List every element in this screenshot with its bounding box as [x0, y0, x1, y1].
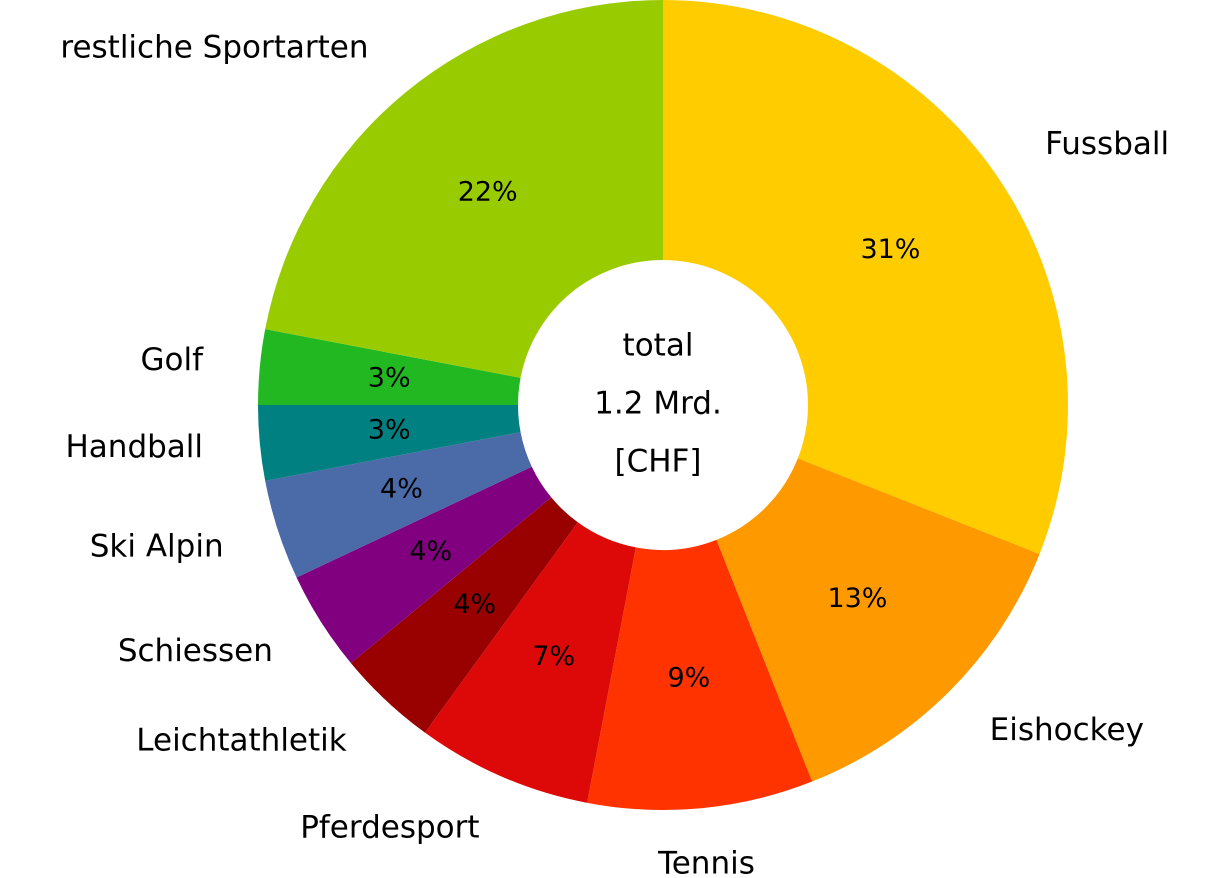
value-label: 9% — [667, 662, 710, 693]
category-label: Tennis — [657, 845, 755, 878]
center-label: [CHF] — [615, 444, 702, 480]
center-label: 1.2 Mrd. — [594, 386, 722, 422]
category-label: Golf — [141, 342, 205, 378]
slice — [587, 539, 813, 811]
slice — [663, 0, 1068, 555]
category-label: Eishockey — [990, 712, 1144, 748]
slice — [350, 497, 578, 733]
slice — [258, 329, 521, 405]
value-label: 3% — [368, 414, 411, 445]
value-label: 3% — [368, 363, 411, 394]
center-label: total — [623, 328, 694, 364]
value-label: 22% — [458, 177, 518, 208]
value-label: 4% — [453, 589, 496, 620]
category-label: Pferdesport — [300, 810, 479, 846]
value-label: 4% — [409, 536, 452, 567]
category-label: Leichtathletik — [136, 722, 347, 758]
value-label: 4% — [380, 473, 423, 504]
category-label: restliche Sportarten — [60, 30, 368, 66]
category-label: Ski Alpin — [90, 528, 224, 564]
value-label: 31% — [860, 234, 920, 265]
slice — [716, 458, 1040, 782]
slice — [265, 432, 532, 578]
category-label: Handball — [66, 429, 204, 465]
slice — [424, 522, 636, 803]
category-label: Schiessen — [118, 633, 273, 669]
value-label: 7% — [532, 641, 575, 672]
value-label: 13% — [827, 583, 887, 614]
slice — [265, 0, 663, 378]
slice — [296, 466, 552, 664]
category-label: Fussball — [1045, 126, 1169, 162]
slice — [258, 405, 521, 481]
